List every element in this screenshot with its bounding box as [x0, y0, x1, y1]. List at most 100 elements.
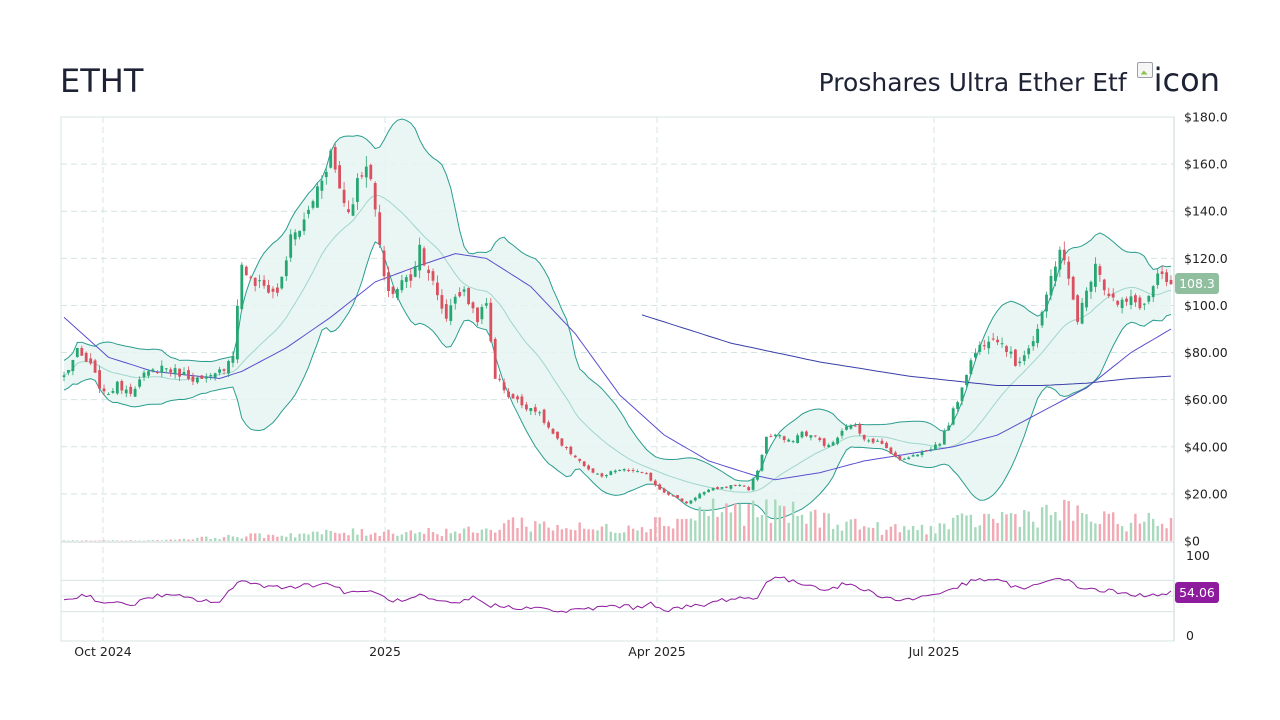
- volume-bar: [302, 533, 306, 541]
- candle-body: [942, 430, 946, 445]
- candle-body: [391, 286, 395, 294]
- candle-body: [813, 435, 817, 437]
- candle-body: [480, 307, 484, 320]
- volume-bar: [169, 539, 172, 541]
- bollinger-band-fill: [64, 119, 1171, 519]
- volume-bar: [1049, 515, 1053, 541]
- candle-body: [409, 274, 413, 281]
- candle-body: [298, 230, 301, 237]
- candle-body: [1098, 266, 1102, 275]
- candle-body: [796, 435, 799, 443]
- volume-bar: [1094, 523, 1097, 541]
- volume-bar: [271, 534, 275, 541]
- volume-bar: [1112, 512, 1115, 541]
- volume-bar: [356, 534, 359, 541]
- volume-bar: [93, 540, 97, 542]
- candle-body: [418, 244, 422, 271]
- volume-bar: [867, 527, 870, 541]
- axis-labels: $0 $20.00 $40.00 $60.00 $80.00 $100.0 $120.0 $1…: [74, 110, 1227, 660]
- candle-body: [209, 375, 213, 377]
- volume-bar: [778, 505, 781, 541]
- candle-body: [551, 428, 555, 434]
- candle-body: [911, 455, 915, 457]
- volume-bar: [285, 536, 288, 541]
- volume-bar: [329, 531, 332, 541]
- volume-bar: [1129, 522, 1133, 541]
- candle-body: [169, 369, 173, 373]
- candle-body: [693, 497, 697, 501]
- candle-body: [711, 488, 715, 491]
- candle-body: [333, 147, 337, 170]
- candle-body: [427, 269, 430, 274]
- volume-bar: [627, 525, 630, 541]
- candle-body: [702, 492, 706, 495]
- candle-body: [311, 201, 315, 208]
- candle-body: [293, 232, 297, 240]
- candle-body: [729, 485, 733, 489]
- candlesticks: [62, 143, 1173, 505]
- candle-body: [476, 307, 479, 323]
- volume-bar: [200, 536, 203, 541]
- candle-body: [1067, 261, 1071, 279]
- volume-bar: [983, 513, 986, 541]
- volume-bar: [1063, 499, 1066, 541]
- volume-bar: [743, 525, 746, 541]
- candle-body: [569, 446, 573, 455]
- volume-bar: [578, 522, 581, 541]
- volume-bar: [974, 527, 977, 541]
- volume-bar: [116, 540, 119, 541]
- candle-body: [876, 440, 879, 442]
- candle-body: [1005, 346, 1008, 352]
- volume-bar: [649, 529, 652, 541]
- volume-bar: [1103, 511, 1106, 541]
- candle-body: [809, 435, 813, 438]
- volume-bar: [249, 533, 252, 541]
- candle-body: [902, 458, 906, 460]
- moving-average-200-line: [641, 314, 1172, 386]
- volume-bar: [525, 526, 528, 541]
- volume-bar: [173, 539, 177, 541]
- volume-bar: [342, 532, 346, 541]
- volume-bar: [1143, 521, 1146, 541]
- volume-bar: [267, 534, 270, 541]
- volume-bar: [307, 534, 310, 541]
- company-name: Proshares Ultra Ether Etf: [818, 68, 1127, 97]
- candle-body: [196, 377, 199, 383]
- candle-body: [934, 444, 937, 450]
- candle-body: [1049, 275, 1053, 296]
- candle-body: [1027, 348, 1031, 355]
- candle-body: [631, 470, 635, 471]
- volume-bar: [818, 527, 821, 541]
- candle-body: [667, 491, 670, 495]
- volume-bar: [667, 526, 670, 541]
- volume-bar: [360, 529, 364, 541]
- candle-body: [338, 165, 341, 189]
- candle-body: [436, 282, 439, 296]
- candle-body: [605, 475, 608, 477]
- volume-bar: [120, 540, 123, 542]
- volume-bar: [898, 532, 901, 541]
- volume-bar: [1067, 501, 1070, 541]
- volume-bar: [1085, 514, 1088, 541]
- volume-bars: [62, 498, 1173, 542]
- candle-body: [204, 376, 208, 379]
- candle-body: [885, 442, 888, 448]
- candle-body: [698, 493, 702, 499]
- volume-bar: [138, 540, 141, 542]
- candle-body: [733, 484, 737, 486]
- volume-bar: [85, 540, 88, 541]
- candle-body: [89, 358, 93, 364]
- volume-bar: [227, 534, 230, 541]
- candle-body: [582, 461, 586, 466]
- volume-bar: [178, 539, 181, 541]
- candle-body: [1142, 303, 1146, 305]
- volume-bar: [911, 525, 915, 541]
- candle-body: [182, 372, 186, 375]
- volume-bar: [725, 503, 728, 541]
- candle-body: [947, 425, 951, 431]
- volume-bar: [551, 530, 555, 541]
- candle-body: [769, 436, 773, 438]
- volume-bar: [938, 523, 941, 541]
- candle-body: [680, 498, 684, 502]
- candle-body: [889, 447, 893, 454]
